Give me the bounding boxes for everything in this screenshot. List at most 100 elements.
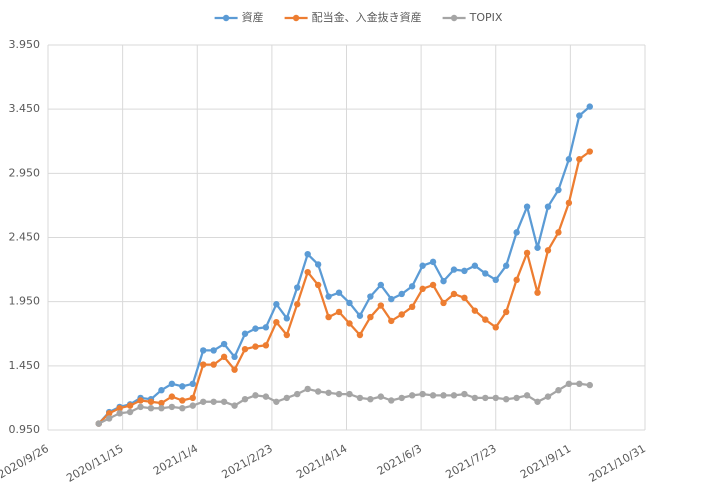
point [189, 394, 196, 402]
point [513, 276, 520, 284]
point [304, 268, 311, 276]
point [377, 281, 385, 289]
point [241, 330, 249, 337]
point [576, 112, 583, 119]
point [231, 366, 238, 373]
point [325, 389, 332, 396]
point [523, 203, 531, 210]
point [95, 420, 102, 427]
point [283, 394, 290, 402]
point [367, 396, 374, 403]
point [377, 302, 385, 309]
point [461, 294, 468, 302]
point [179, 404, 186, 412]
point [105, 415, 113, 422]
point [325, 293, 332, 300]
point [461, 390, 468, 398]
point [346, 320, 353, 327]
point [429, 258, 437, 266]
point [586, 103, 593, 110]
point [241, 396, 249, 403]
point [408, 283, 416, 290]
point [440, 392, 447, 399]
point [419, 285, 426, 293]
point [377, 393, 385, 400]
point [346, 299, 353, 307]
point [200, 398, 207, 405]
point [168, 393, 176, 400]
point [555, 186, 562, 194]
y-tick-label: 2.450 [9, 231, 41, 244]
point [450, 266, 458, 273]
point [534, 398, 541, 405]
legend-marker [292, 14, 300, 22]
point [252, 392, 259, 399]
point [325, 313, 332, 321]
point [126, 408, 134, 416]
series-line [98, 382, 590, 425]
point [252, 325, 259, 332]
point [116, 410, 123, 417]
x-tick-label: 2020/9/26 [0, 442, 51, 481]
point [544, 393, 552, 400]
point [147, 404, 155, 412]
point [179, 397, 186, 404]
point [220, 353, 228, 361]
point [388, 317, 395, 325]
point [388, 397, 395, 404]
point [231, 353, 238, 361]
point [367, 313, 374, 321]
point [356, 394, 364, 402]
point [210, 361, 217, 368]
point [544, 247, 552, 254]
point [492, 324, 499, 331]
point [471, 307, 479, 314]
x-tick-label: 2021/2/23 [220, 442, 275, 481]
point [273, 319, 280, 326]
point [576, 156, 583, 163]
point [335, 289, 343, 296]
point [450, 290, 458, 298]
point [262, 393, 270, 400]
point [586, 381, 593, 389]
point [398, 290, 405, 298]
point [555, 229, 562, 236]
point [116, 404, 123, 412]
point [231, 402, 238, 409]
point [346, 390, 353, 398]
point [335, 390, 343, 398]
x-tick-label: 2021/7/23 [443, 442, 498, 481]
point [189, 402, 196, 409]
point [576, 380, 583, 387]
x-tick-label: 2021/6/3 [375, 442, 424, 478]
point [158, 387, 165, 394]
point [482, 270, 489, 277]
point [314, 281, 322, 289]
point [294, 284, 301, 291]
point [408, 392, 416, 399]
point [429, 281, 437, 289]
point [502, 308, 510, 316]
point [544, 203, 552, 210]
point [367, 293, 374, 300]
point [220, 340, 228, 348]
point [482, 394, 489, 402]
point [168, 380, 176, 387]
point [471, 262, 479, 269]
point [565, 199, 573, 207]
point [335, 308, 343, 316]
point [220, 398, 228, 405]
point [179, 383, 186, 390]
point [158, 404, 165, 412]
x-tick-label: 2021/9/11 [518, 442, 573, 481]
point [523, 249, 531, 257]
point [126, 402, 134, 409]
point [262, 324, 270, 331]
point [158, 399, 165, 407]
point [137, 403, 144, 411]
y-tick-label: 2.950 [9, 166, 41, 179]
point [534, 289, 541, 296]
point [304, 385, 311, 393]
point [450, 392, 458, 399]
